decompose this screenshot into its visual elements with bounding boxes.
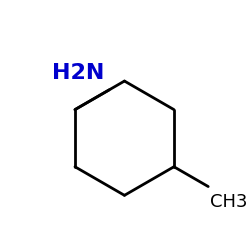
Text: H2N: H2N [52,63,105,83]
Text: CH3: CH3 [210,193,248,211]
